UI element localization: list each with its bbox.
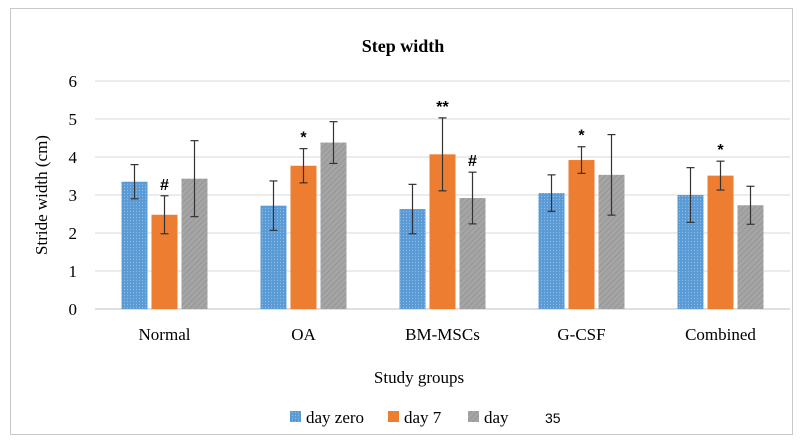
significance-marker: ** bbox=[436, 99, 449, 116]
x-tick-label: OA bbox=[291, 325, 316, 344]
x-tick-label: Normal bbox=[139, 325, 191, 344]
significance-marker: * bbox=[578, 128, 585, 145]
bar bbox=[568, 160, 595, 309]
y-tick-label: 5 bbox=[69, 110, 78, 129]
bar bbox=[290, 165, 317, 309]
legend-label: day zero bbox=[306, 408, 364, 427]
bar bbox=[707, 175, 734, 309]
x-tick-label: Combined bbox=[685, 325, 756, 344]
y-axis-label: Stride width (cm) bbox=[32, 135, 51, 255]
x-tick-label: BM-MSCs bbox=[405, 325, 480, 344]
legend-swatch bbox=[468, 411, 479, 422]
legend-label: day bbox=[484, 408, 509, 427]
bar bbox=[538, 193, 565, 309]
y-tick-label: 6 bbox=[69, 72, 78, 91]
y-tick-label: 3 bbox=[69, 186, 78, 205]
annotations-layer: #***#** bbox=[160, 99, 724, 194]
legend: day zero day 7 day bbox=[290, 408, 509, 427]
chart-title: Step width bbox=[362, 36, 445, 56]
y-tick-label: 4 bbox=[69, 148, 78, 167]
error-bars-layer bbox=[130, 117, 755, 235]
bar bbox=[121, 181, 148, 309]
y-ticks: 0 1 2 3 4 5 6 bbox=[69, 72, 78, 319]
legend-label: day 7 bbox=[404, 408, 442, 427]
y-tick-label: 2 bbox=[69, 224, 78, 243]
legend-extra-text: 35 bbox=[545, 410, 561, 426]
significance-marker: # bbox=[160, 177, 169, 194]
legend-swatch bbox=[290, 411, 301, 422]
x-ticks: Normal OA BM-MSCs G-CSF Combined bbox=[139, 325, 757, 344]
bars-layer bbox=[121, 142, 764, 309]
significance-marker: * bbox=[300, 130, 307, 147]
bar bbox=[320, 142, 347, 309]
y-tick-label: 1 bbox=[69, 262, 78, 281]
significance-marker: # bbox=[468, 153, 477, 170]
x-tick-label: G-CSF bbox=[557, 325, 605, 344]
x-axis-label: Study groups bbox=[374, 368, 464, 387]
y-tick-label: 0 bbox=[69, 300, 78, 319]
legend-swatch bbox=[388, 411, 399, 422]
significance-marker: * bbox=[717, 142, 724, 159]
